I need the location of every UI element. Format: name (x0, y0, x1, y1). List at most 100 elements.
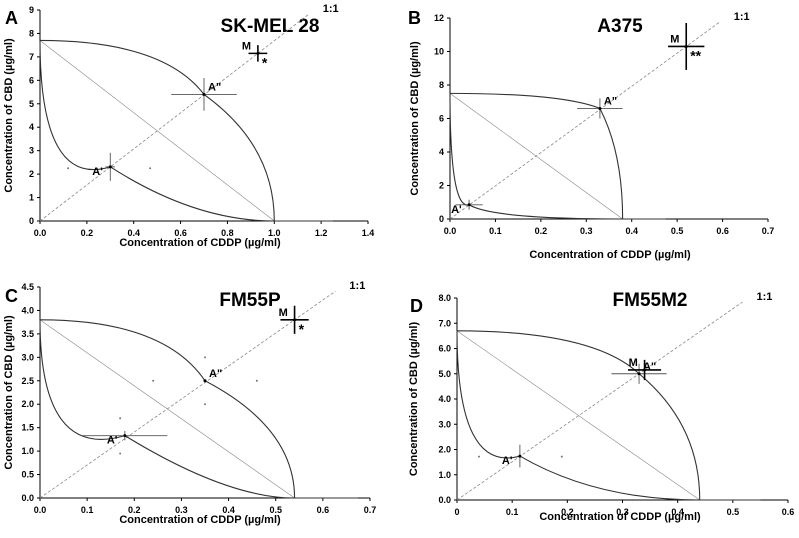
scatter-dot (67, 167, 70, 170)
point-label: A' (451, 204, 462, 216)
point-marker (202, 92, 206, 96)
point-label: M (279, 307, 288, 319)
ratio-label: 1:1 (349, 280, 365, 292)
point-label: A' (502, 455, 513, 467)
x-tick-label: 0.3 (580, 226, 593, 236)
point-marker (598, 106, 602, 110)
point-label: A' (92, 166, 103, 178)
ratio-label: 1:1 (734, 11, 750, 23)
y-tick-label: 8.0 (438, 293, 451, 303)
ratio-label: 1:1 (323, 3, 339, 15)
panel-title: SK-MEL 28 (221, 16, 320, 37)
y-tick-label: 0.0 (21, 493, 34, 503)
y-tick-label: 0.0 (438, 495, 451, 505)
x-tick-label: 0.5 (727, 507, 740, 517)
x-tick-label: 0.1 (489, 226, 502, 236)
point-marker (256, 51, 260, 55)
x-tick-label: 0.1 (506, 507, 519, 517)
point-marker (467, 203, 471, 207)
y-tick-label: 4 (439, 147, 444, 157)
ratio-label: 1:1 (757, 291, 773, 303)
x-tick-label: 1.4 (362, 228, 375, 238)
y-tick-label: 6 (29, 75, 34, 85)
y-tick-label: 1.0 (21, 446, 34, 456)
additivity-line (39, 40, 275, 222)
x-axis-label: Concentration of CDDP (µg/ml) (529, 249, 691, 261)
y-tick-label: 7 (29, 52, 34, 62)
point-marker (108, 165, 112, 169)
y-axis-label: Concentration of CBD (µg/ml) (408, 322, 420, 477)
y-tick-label: 3.0 (21, 352, 34, 362)
x-tick-label: 0.3 (175, 505, 188, 515)
panel-title: FM55P (219, 290, 281, 311)
x-axis-label: Concentration of CDDP (µg/ml) (119, 514, 281, 526)
y-tick-label: 0.5 (21, 470, 34, 480)
panel-letter: D (410, 296, 423, 316)
x-tick-label: 0.6 (716, 226, 729, 236)
point-marker (203, 379, 207, 383)
ratio-line (449, 21, 720, 220)
y-tick-label: 5 (29, 99, 34, 109)
scatter-dot (149, 167, 152, 170)
x-tick-label: 0.0 (34, 505, 47, 515)
x-tick-label: 0.0 (444, 226, 457, 236)
point-marker (684, 44, 688, 48)
x-tick-label: 0.4 (671, 507, 684, 517)
x-tick-label: 0.4 (127, 228, 140, 238)
panel-letter: A (5, 8, 18, 28)
x-axis-label: Concentration of CDDP (µg/ml) (539, 511, 701, 523)
point-marker (123, 434, 127, 438)
scatter-dot (119, 452, 122, 455)
point-label: M (242, 40, 251, 52)
x-tick-label: 1.2 (315, 228, 328, 238)
x-tick-label: 0.5 (671, 226, 684, 236)
y-tick-label: 6 (439, 114, 444, 124)
x-tick-label: 0.6 (317, 505, 330, 515)
scatter-dot (204, 356, 206, 359)
scatter-dot (152, 379, 155, 382)
ratio-line (456, 301, 743, 501)
point-label: A' (107, 435, 118, 447)
y-tick-label: 8 (439, 80, 444, 90)
significance-mark: ** (690, 47, 701, 63)
panel-d: D FM55M2 0 0.1 0.2 0.3 0.4 0.5 0.6 0.0 1.0 2.0 3.0 4.… (408, 290, 794, 523)
x-tick-label: 0.8 (221, 228, 234, 238)
y-tick-label: 4.0 (21, 305, 34, 315)
point-label: M (629, 357, 638, 369)
panel-a: A SK-MEL 28 0.0 0.2 0.4 0.6 0.8 1.0 1.2 1.4 0 1 2 3 4 5… (3, 3, 374, 249)
x-tick-label: 0.5 (269, 505, 282, 515)
x-tick-label: 0.4 (625, 226, 638, 236)
x-tick-label: 0.6 (782, 507, 795, 517)
point-label: A" (208, 81, 221, 93)
y-tick-label: 1.0 (438, 470, 451, 480)
y-tick-label: 3.0 (438, 419, 451, 429)
y-tick-label: 10 (434, 47, 444, 57)
y-axis-label: Concentration of CBD (µg/ml) (3, 315, 15, 470)
panel-c: C FM55P 0.0 0.1 0.2 0.3 0.4 0.5 0.6 0.7 0.0 0.5 1.0 1… (3, 280, 376, 526)
point-label: M (670, 33, 679, 45)
panel-title: FM55M2 (613, 290, 688, 311)
y-axis-label: Concentration of CBD (µg/ml) (3, 38, 15, 193)
y-tick-label: 3 (29, 146, 34, 156)
x-tick-label: 0.2 (561, 507, 574, 517)
point-marker (637, 372, 641, 376)
ratio-line (39, 290, 336, 499)
y-tick-label: 2 (29, 169, 34, 179)
y-tick-label: 4 (29, 122, 34, 132)
x-axis-label: Concentration of CDDP (µg/ml) (119, 237, 281, 249)
point-label: A" (209, 368, 222, 380)
y-tick-label: 2 (439, 181, 444, 191)
y-tick-label: 12 (434, 13, 444, 23)
additivity-line (456, 330, 700, 501)
x-tick-label: 0.7 (364, 505, 377, 515)
scatter-dot (478, 455, 481, 458)
panel-b: B A375 0.0 0.1 0.2 0.3 0.4 0.5 0.6 0.7 0 2 4 6 8 10 12 Co… (408, 8, 774, 261)
panel-letter: C (5, 286, 18, 306)
y-tick-label: 2.5 (21, 376, 34, 386)
scatter-dot (119, 417, 122, 420)
significance-mark: * (299, 321, 305, 337)
y-tick-label: 2.0 (21, 399, 34, 409)
panel-letter: B (408, 8, 421, 28)
x-tick-label: 0.7 (762, 226, 775, 236)
ratio-line (39, 13, 310, 222)
